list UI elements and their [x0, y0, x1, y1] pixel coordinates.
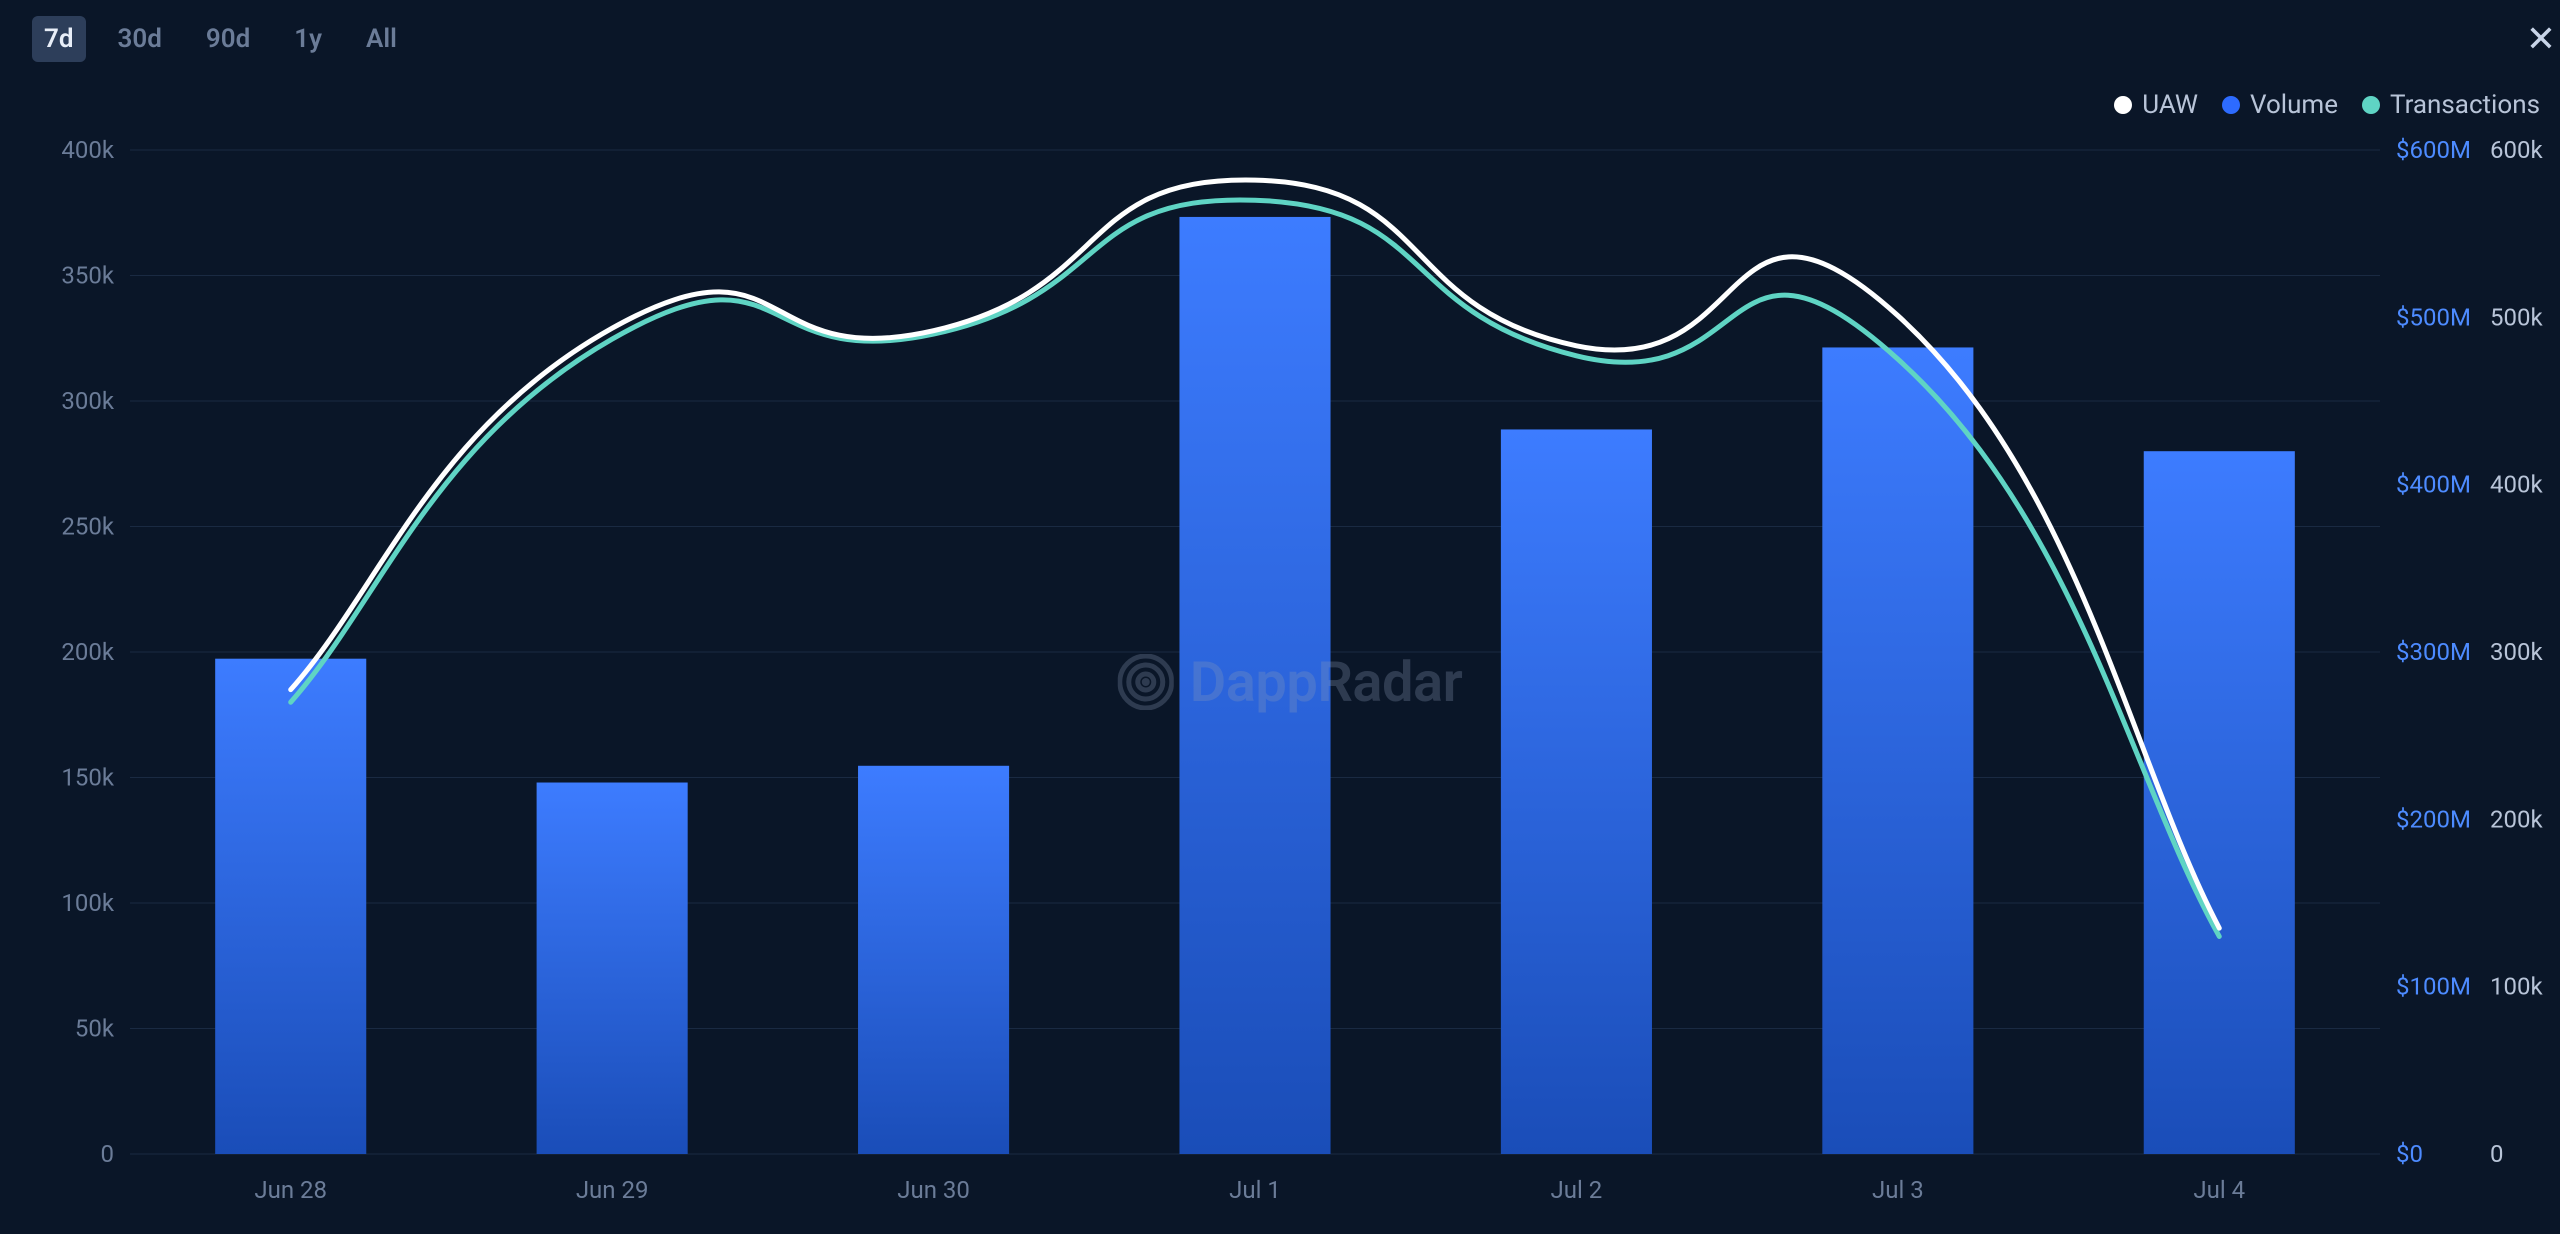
- close-icon[interactable]: ✕: [2526, 18, 2556, 60]
- y-left-tick-label: 350k: [61, 262, 114, 290]
- x-tick-label: Jul 1: [1229, 1176, 1281, 1204]
- legend-dot-icon: [2222, 96, 2240, 114]
- legend-label: Volume: [2250, 90, 2338, 120]
- chart-area: 0 50k 100k 150k 200k 250k 300k 350k 400k $0 0 $100M…: [20, 130, 2560, 1233]
- y-right-txn-tick-label: 0: [2490, 1140, 2504, 1168]
- y-right-txn-tick-label: 500k: [2490, 303, 2543, 331]
- y-right-volume-tick-label: $400M: [2396, 471, 2471, 499]
- y-right-volume-tick-label: $300M: [2396, 638, 2471, 666]
- x-tick-label: Jul 4: [2193, 1176, 2245, 1204]
- legend-item-transactions[interactable]: Transactions: [2362, 90, 2540, 120]
- bar-volume[interactable]: [858, 766, 1009, 1154]
- tab-90d[interactable]: 90d: [194, 16, 262, 62]
- tab-30d[interactable]: 30d: [106, 16, 174, 62]
- x-tick-label: Jun 29: [576, 1176, 649, 1204]
- tab-1y[interactable]: 1y: [282, 16, 334, 62]
- bar-volume[interactable]: [1179, 217, 1330, 1154]
- y-left-tick-label: 300k: [61, 387, 114, 415]
- tab-all[interactable]: All: [354, 16, 409, 62]
- y-left-tick-label: 400k: [61, 136, 114, 164]
- legend-label: UAW: [2142, 90, 2198, 120]
- x-tick-label: Jul 2: [1551, 1176, 1603, 1204]
- legend-dot-icon: [2114, 96, 2132, 114]
- bar-volume[interactable]: [215, 659, 366, 1154]
- y-left-tick-label: 100k: [61, 889, 114, 917]
- y-right-volume-tick-label: $100M: [2396, 973, 2471, 1001]
- y-left-tick-label: 150k: [61, 764, 114, 792]
- time-range-tabs: 7d 30d 90d 1y All: [32, 16, 2560, 62]
- y-right-txn-tick-label: 300k: [2490, 638, 2543, 666]
- legend-dot-icon: [2362, 96, 2380, 114]
- y-left-tick-label: 50k: [75, 1015, 115, 1043]
- y-right-volume-tick-label: $600M: [2396, 136, 2471, 164]
- y-right-txn-tick-label: 200k: [2490, 805, 2543, 833]
- y-right-volume-tick-label: $200M: [2396, 805, 2471, 833]
- y-left-tick-label: 200k: [61, 638, 114, 666]
- tab-7d[interactable]: 7d: [32, 16, 86, 62]
- x-tick-label: Jun 28: [254, 1176, 327, 1204]
- y-right-txn-tick-label: 100k: [2490, 973, 2543, 1001]
- combo-chart: 0 50k 100k 150k 200k 250k 300k 350k 400k $0 0 $100M…: [20, 130, 2560, 1230]
- y-right-volume-tick-label: $0: [2396, 1140, 2423, 1168]
- x-tick-label: Jun 30: [897, 1176, 970, 1204]
- y-left-tick-label: 0: [101, 1140, 115, 1168]
- bar-volume[interactable]: [1822, 347, 1973, 1154]
- bar-volume[interactable]: [537, 783, 688, 1154]
- legend-item-volume[interactable]: Volume: [2222, 90, 2338, 120]
- chart-legend: UAW Volume Transactions: [2114, 90, 2540, 120]
- y-left-tick-label: 250k: [61, 513, 114, 541]
- y-right-volume-tick-label: $500M: [2396, 303, 2471, 331]
- y-right-txn-tick-label: 600k: [2490, 136, 2543, 164]
- x-tick-label: Jul 3: [1872, 1176, 1924, 1204]
- legend-item-uaw[interactable]: UAW: [2114, 90, 2198, 120]
- bar-volume[interactable]: [1501, 429, 1652, 1154]
- y-right-txn-tick-label: 400k: [2490, 471, 2543, 499]
- legend-label: Transactions: [2390, 90, 2540, 120]
